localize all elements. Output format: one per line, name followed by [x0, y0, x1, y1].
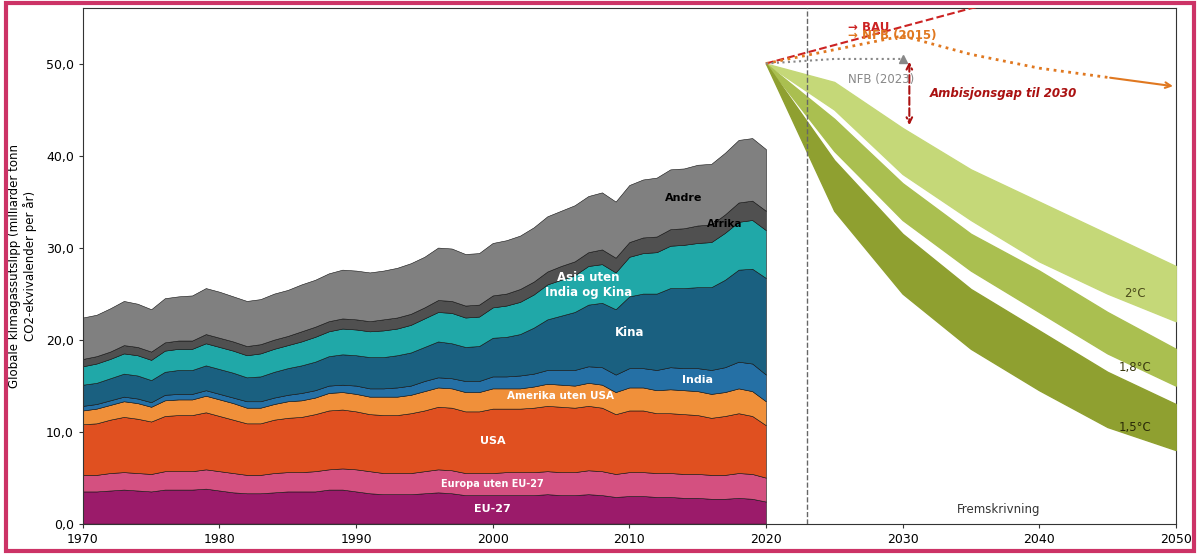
Text: India: India — [682, 375, 713, 384]
Text: 1,5°C: 1,5°C — [1118, 420, 1151, 434]
Text: Afrika: Afrika — [707, 219, 743, 229]
Y-axis label: Globale klimagassutslipp (milliarder tonn
CO2-ekvivalender per år): Globale klimagassutslipp (milliarder ton… — [8, 144, 37, 388]
Text: Amerika uten USA: Amerika uten USA — [508, 391, 614, 401]
Text: Fremskrivning: Fremskrivning — [956, 503, 1040, 516]
Text: 2°C: 2°C — [1124, 287, 1146, 300]
Text: NFB (2023): NFB (2023) — [848, 73, 914, 86]
Text: Asia uten
India og Kina: Asia uten India og Kina — [545, 271, 632, 299]
Text: Andre: Andre — [665, 193, 703, 203]
Text: Kina: Kina — [614, 326, 644, 338]
Text: → BAU: → BAU — [848, 21, 889, 34]
Text: USA: USA — [480, 436, 505, 446]
Text: → NFB (2015): → NFB (2015) — [848, 29, 936, 42]
Text: Europa uten EU-27: Europa uten EU-27 — [442, 479, 544, 489]
Text: Ambisjonsgap til 2030: Ambisjonsgap til 2030 — [930, 87, 1078, 100]
Text: 1,8°C: 1,8°C — [1118, 361, 1151, 374]
Text: EU-27: EU-27 — [474, 504, 511, 514]
